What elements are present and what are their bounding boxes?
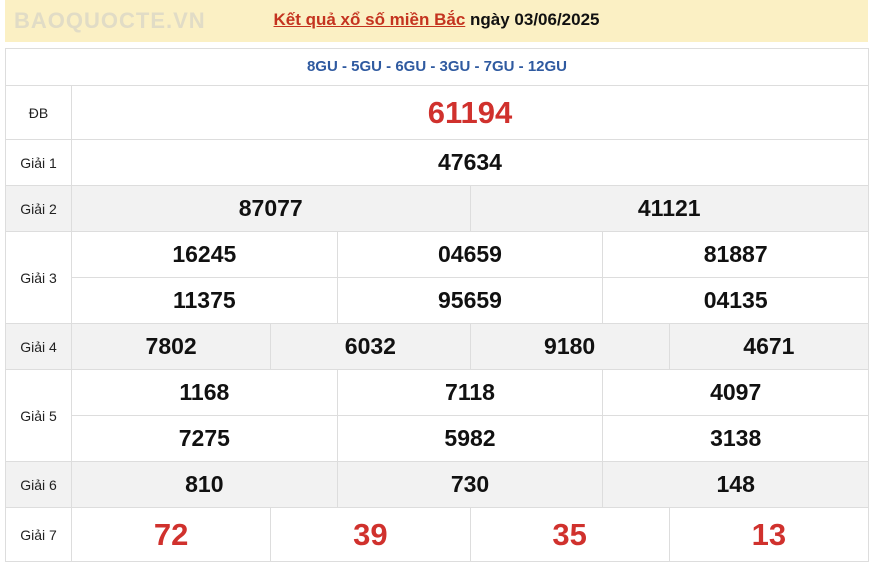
prize-row: Giải 2 87077 41121 [6, 186, 869, 232]
prize-label: Giải 1 [6, 140, 72, 185]
prize-row: Giải 1 47634 [6, 140, 869, 186]
prize-number: 4671 [670, 324, 869, 369]
prize-row: Giải 7 72 39 35 13 [6, 508, 869, 562]
prize-row: Giải 3 16245 04659 81887 11375 95659 04135 [6, 232, 870, 324]
prize-number: 7118 [338, 370, 604, 415]
prize-number: 35 [471, 508, 670, 561]
prize-number: 61194 [72, 86, 869, 139]
prize-number: 16245 [72, 232, 338, 277]
prize-label: ĐB [6, 86, 72, 139]
page-header: Kết quả xổ số miền Bắc ngày 03/06/2025 [5, 0, 868, 42]
results-table: 8GU - 5GU - 6GU - 3GU - 7GU - 12GU ĐB 611… [5, 48, 870, 562]
prize-number: 04659 [338, 232, 604, 277]
prize-label: Giải 4 [6, 324, 72, 369]
prize-row: Giải 6 810 730 148 [6, 462, 870, 508]
prize-number: 810 [72, 462, 338, 507]
prize-number: 7275 [72, 416, 338, 461]
special-codes: 8GU - 5GU - 6GU - 3GU - 7GU - 12GU [6, 49, 869, 85]
prize-number: 9180 [471, 324, 670, 369]
prize-number: 39 [271, 508, 471, 561]
prize-row: Giải 5 1168 7118 4097 7275 5982 3138 [6, 370, 870, 462]
prize-row: Giải 4 7802 6032 9180 4671 [6, 324, 869, 370]
prize-number: 730 [338, 462, 604, 507]
prize-number: 47634 [72, 140, 869, 185]
prize-number: 41121 [471, 186, 869, 231]
prize-number: 6032 [271, 324, 471, 369]
prize-label: Giải 5 [6, 370, 72, 461]
prize-number: 3138 [603, 416, 870, 461]
prize-label: Giải 2 [6, 186, 72, 231]
prize-number: 7802 [72, 324, 272, 369]
prize-number: 87077 [72, 186, 471, 231]
prize-number: 81887 [603, 232, 870, 277]
watermark: BAOQUOCTE.VN [14, 8, 206, 33]
prize-label: Giải 3 [6, 232, 72, 323]
prize-number: 72 [72, 508, 272, 561]
prize-number: 11375 [72, 278, 338, 323]
prize-number: 5982 [338, 416, 604, 461]
date-text: ngày 03/06/2025 [465, 10, 600, 29]
prize-number: 4097 [603, 370, 870, 415]
prize-number: 95659 [338, 278, 604, 323]
prize-label: Giải 7 [6, 508, 72, 561]
prize-number: 148 [603, 462, 870, 507]
prize-number: 13 [670, 508, 869, 561]
prize-number: 1168 [72, 370, 338, 415]
prize-label: Giải 6 [6, 462, 72, 507]
prize-row: ĐB 61194 [6, 86, 869, 140]
title-link[interactable]: Kết quả xổ số miền Bắc [273, 10, 466, 29]
prize-number: 04135 [603, 278, 870, 323]
